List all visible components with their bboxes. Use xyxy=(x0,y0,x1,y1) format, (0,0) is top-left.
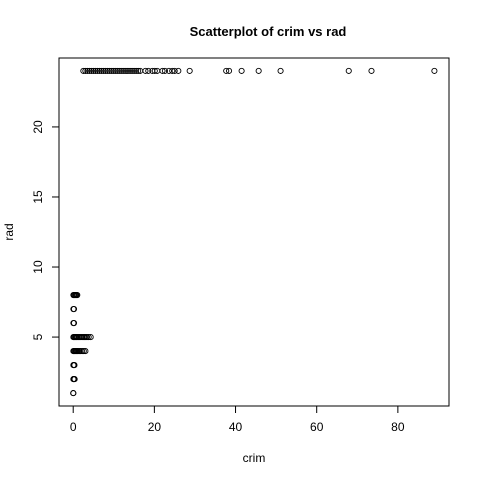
data-point xyxy=(345,67,352,74)
data-point xyxy=(96,67,103,74)
data-point xyxy=(277,67,284,74)
data-point xyxy=(223,67,230,74)
data-point xyxy=(225,67,233,74)
data-point xyxy=(175,67,182,74)
data-point xyxy=(169,67,176,74)
data-point xyxy=(368,67,375,74)
data-point xyxy=(142,67,149,74)
x-axis: 0 20 40 60 80 xyxy=(70,405,405,434)
data-point xyxy=(116,67,123,74)
data-point xyxy=(98,67,105,74)
data-point xyxy=(70,320,78,327)
data-point xyxy=(71,376,78,383)
data-points xyxy=(70,67,438,397)
data-point xyxy=(165,67,173,74)
data-point xyxy=(114,67,121,74)
data-point xyxy=(83,334,91,341)
data-point xyxy=(108,67,115,74)
data-point xyxy=(118,67,125,74)
x-tick-label: 80 xyxy=(391,420,405,434)
data-point xyxy=(94,67,101,74)
y-tick-label: 5 xyxy=(31,333,45,340)
data-point xyxy=(145,67,152,74)
data-point xyxy=(131,67,138,74)
y-axis-label: rad xyxy=(2,223,16,240)
data-point xyxy=(133,67,140,74)
data-point xyxy=(124,67,132,74)
data-point xyxy=(120,67,127,74)
plot-frame xyxy=(58,57,450,407)
data-point xyxy=(70,390,77,397)
data-point xyxy=(431,67,438,74)
data-point xyxy=(70,305,78,313)
data-point xyxy=(110,67,117,74)
y-axis: 5 10 15 20 xyxy=(31,120,60,340)
data-point xyxy=(126,67,134,74)
data-point xyxy=(151,67,158,74)
data-point xyxy=(92,67,99,74)
data-point xyxy=(82,348,89,355)
x-tick-label: 60 xyxy=(310,420,324,434)
y-tick-label: 15 xyxy=(31,190,45,204)
y-tick-label: 10 xyxy=(31,260,45,274)
data-point xyxy=(79,348,86,355)
data-point xyxy=(106,67,113,74)
data-point xyxy=(85,334,92,341)
data-point xyxy=(159,67,166,74)
x-tick-label: 20 xyxy=(148,420,162,434)
data-point xyxy=(82,67,89,74)
data-point xyxy=(100,67,107,74)
data-point xyxy=(238,67,245,74)
data-point xyxy=(87,334,94,341)
data-point xyxy=(104,67,111,74)
x-tick-label: 0 xyxy=(70,420,77,434)
data-point xyxy=(135,67,142,74)
data-point xyxy=(80,348,87,355)
data-point xyxy=(90,67,97,74)
data-point xyxy=(84,67,91,74)
data-point xyxy=(102,67,109,74)
data-point xyxy=(86,67,93,74)
data-point xyxy=(161,67,168,74)
x-tick-label: 40 xyxy=(229,420,243,434)
y-tick-label: 20 xyxy=(31,120,45,134)
x-axis-label: crim xyxy=(243,451,266,465)
chart-title: Scatterplot of crim vs rad xyxy=(190,24,347,39)
data-point xyxy=(255,67,262,74)
data-point xyxy=(171,67,178,74)
data-point xyxy=(186,67,193,74)
data-point xyxy=(128,67,136,74)
data-point xyxy=(88,67,95,74)
data-point xyxy=(80,67,87,74)
data-point xyxy=(122,67,130,74)
data-point xyxy=(71,362,78,369)
data-point xyxy=(112,67,119,74)
data-point xyxy=(74,291,81,299)
